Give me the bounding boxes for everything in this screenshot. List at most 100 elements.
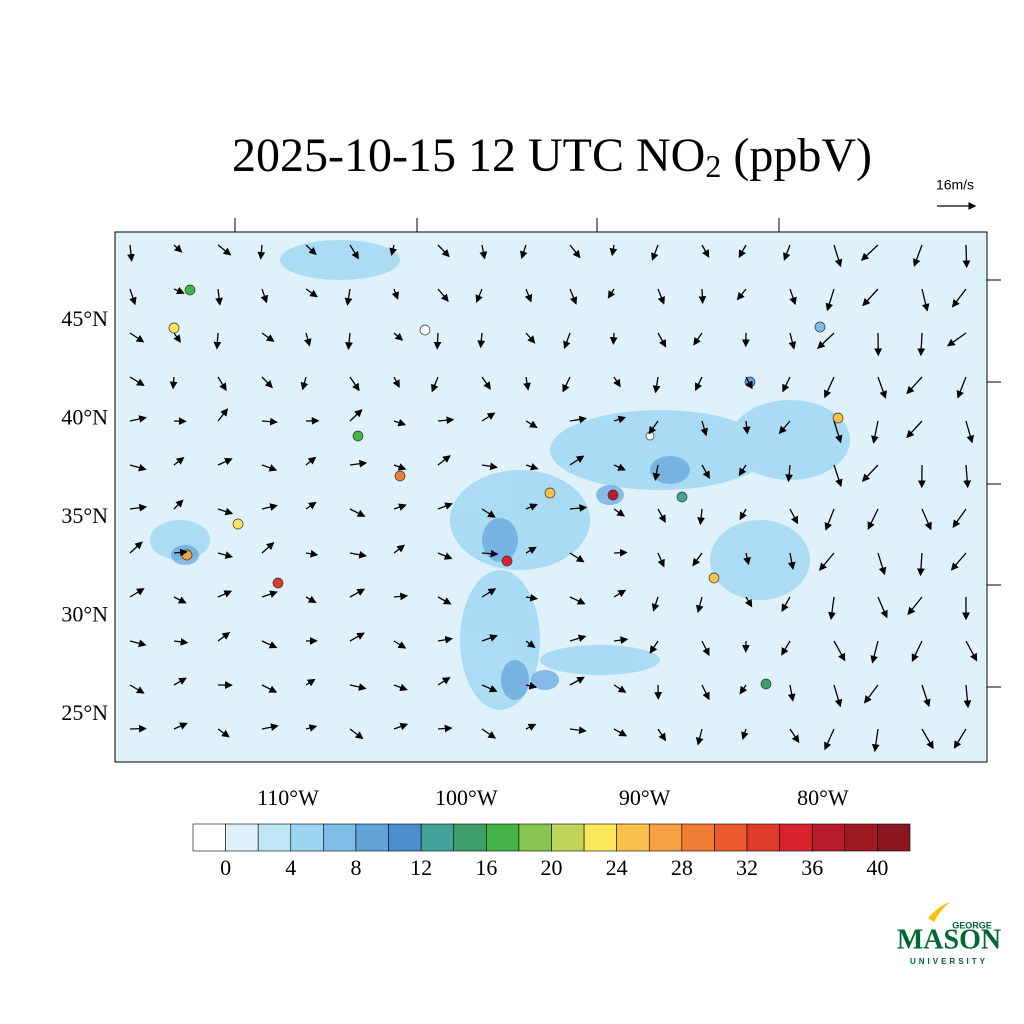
wind-arrow <box>349 550 367 559</box>
wind-arrow <box>861 464 879 482</box>
wind-arrow <box>393 722 409 731</box>
wind-arrow <box>736 288 747 301</box>
wind-arrow <box>481 684 498 693</box>
wind-arrow <box>173 456 185 466</box>
lon-label: 110°W <box>257 785 319 810</box>
wind-arrow <box>965 640 978 662</box>
colorbar-box <box>323 823 357 852</box>
wind-arrow <box>697 508 705 526</box>
wind-arrow <box>129 503 148 512</box>
colorbar-box <box>290 823 324 852</box>
wind-arrow <box>260 288 269 304</box>
wind-arrow <box>569 634 587 643</box>
wind-arrow <box>305 724 318 732</box>
wind-arrow <box>217 244 232 256</box>
wind-arrow <box>906 376 923 395</box>
colorbar-box <box>192 823 226 852</box>
wind-arrow <box>782 376 791 393</box>
wind-arrow <box>437 502 453 510</box>
wind-arrow <box>525 462 539 471</box>
wind-arrow <box>781 596 791 612</box>
wind-arrow <box>701 464 710 480</box>
colorbar-box <box>486 823 520 852</box>
colorbar-box <box>714 823 748 852</box>
lon-label: 80°W <box>797 785 849 810</box>
wind-arrow <box>833 640 846 662</box>
colorbar-box <box>420 823 455 852</box>
wind-arrow <box>349 376 360 392</box>
wind-arrow <box>863 684 879 704</box>
wind-arrow <box>431 376 439 393</box>
title-subscript: 2 <box>705 148 721 184</box>
wind-arrow <box>657 288 665 305</box>
wind-arrow <box>437 676 451 686</box>
wind-arrow <box>695 596 704 614</box>
wind-arrow <box>393 592 409 601</box>
wind-arrow <box>613 728 628 737</box>
wind-arrow <box>127 244 135 262</box>
wind-arrow <box>129 588 145 598</box>
title: 2025-10-15 12 UTC NO2 (ppbV) <box>232 129 872 184</box>
wind-arrow <box>648 420 659 435</box>
map-area <box>115 232 987 762</box>
wind-arrow <box>912 244 923 267</box>
wind-arrow <box>261 590 278 598</box>
colorbar-box <box>257 823 292 852</box>
wind-arrow <box>305 244 317 256</box>
logo-top: GEORGE <box>952 920 992 930</box>
wind-arrow <box>692 552 703 567</box>
wind-arrow <box>129 288 137 306</box>
colorbar-box <box>811 823 846 852</box>
wind-arrow <box>613 636 629 644</box>
wind-arrow <box>261 684 278 693</box>
wind-arrow <box>257 244 266 260</box>
colorbar-box <box>681 823 715 852</box>
wind-arrow <box>217 458 233 466</box>
wind-arrow <box>745 376 753 390</box>
wind-arrow <box>742 420 751 435</box>
wind-arrow <box>525 593 538 602</box>
colorbar-box <box>225 823 259 852</box>
wind-arrow <box>657 508 666 523</box>
wind-arrow <box>129 684 145 694</box>
wind-arrow <box>481 508 496 518</box>
wind-arrow <box>569 455 585 466</box>
wind-arrow <box>833 244 843 268</box>
wind-arrow <box>173 637 189 646</box>
wind-arrow <box>305 288 318 298</box>
wind-arrow <box>817 332 835 350</box>
wind-arrow <box>349 588 366 598</box>
lon-label: 100°W <box>435 785 498 810</box>
wind-arrow <box>129 376 145 386</box>
wind-arrow <box>520 244 528 260</box>
wind-arrow <box>824 376 835 399</box>
wind-arrow <box>479 244 488 260</box>
wind-arrow <box>349 632 365 642</box>
colorbar-box <box>877 823 911 852</box>
wind-arrow <box>300 376 309 391</box>
wind-arrow <box>173 677 187 686</box>
wind-arrow <box>953 728 967 749</box>
wind-arrow <box>345 332 353 351</box>
wind-arrow <box>700 420 709 437</box>
wind-arrow <box>613 415 627 424</box>
wind-arrow <box>129 463 147 472</box>
wind-arrow <box>695 728 704 746</box>
wind-arrow <box>349 409 363 422</box>
wind-arrow <box>261 542 275 554</box>
wind-arrow <box>173 332 181 343</box>
wind-arrow <box>607 288 616 299</box>
wind-arrow <box>437 552 453 560</box>
wind-arrow <box>217 376 227 392</box>
lat-label: 35°N <box>61 503 108 528</box>
wind-arrow <box>437 724 453 733</box>
wind-arrow <box>173 722 188 730</box>
title-main: 2025-10-15 12 UTC NO <box>232 129 705 182</box>
wind-arrow <box>789 728 800 744</box>
colorbar-tick-label: 20 <box>541 855 563 880</box>
wind-arrow <box>173 548 188 557</box>
wind-arrow <box>569 596 586 605</box>
wind-arrow <box>217 408 229 422</box>
wind-arrow <box>481 376 491 390</box>
wind-arrow <box>525 332 536 344</box>
